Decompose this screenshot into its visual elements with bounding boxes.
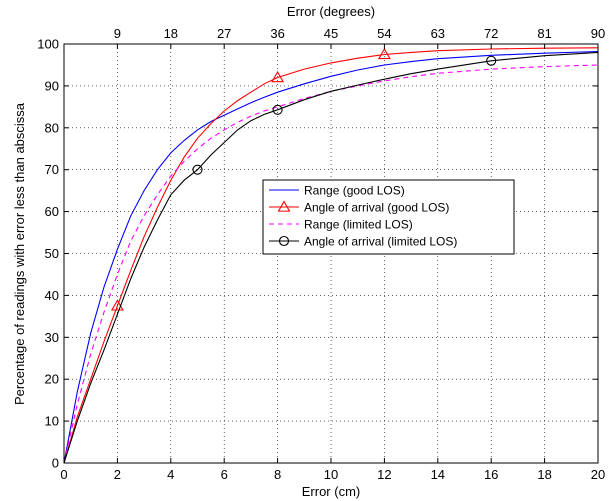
top-x-tick-label: 18 — [164, 26, 178, 41]
y-tick-label: 40 — [45, 288, 59, 303]
legend-marker-4 — [278, 235, 290, 247]
y-tick-label: 10 — [45, 414, 59, 429]
x-tick-label: 12 — [377, 467, 391, 482]
y-tick-label: 90 — [45, 78, 59, 93]
series-lines — [63, 47, 599, 464]
y-tick-label: 80 — [45, 120, 59, 135]
x-tick-label: 16 — [484, 467, 498, 482]
top-x-tick-label: 90 — [591, 26, 605, 41]
top-x-tick-label: 9 — [114, 26, 121, 41]
x-axis-title: Error (cm) — [302, 484, 361, 499]
legend-label-1: Range (good LOS) — [304, 184, 405, 198]
series-4-marker — [272, 104, 283, 115]
top-x-tick-label: 36 — [270, 26, 284, 41]
top-x-tick-label: 45 — [324, 26, 338, 41]
x-tick-label: 4 — [167, 467, 174, 482]
top-x-tick-label: 72 — [484, 26, 498, 41]
y-tick-label: 60 — [45, 204, 59, 219]
x-tick-label: 8 — [274, 467, 281, 482]
series-line-1 — [63, 50, 599, 464]
series-4-marker — [486, 55, 497, 66]
axes: 0 2 4 6 8 10 12 14 16 18 20 9 18 27 36 45 54 63 72 81 90 0 10 2… — [37, 26, 605, 482]
y-tick-label: 70 — [45, 162, 59, 177]
x-tick-label: 0 — [60, 467, 67, 482]
y-tick-label: 30 — [45, 330, 59, 345]
x-tick-label: 6 — [221, 467, 228, 482]
top-x-tick-label: 54 — [377, 26, 391, 41]
top-x-tick-label: 63 — [431, 26, 445, 41]
y-tick-label: 100 — [37, 37, 59, 52]
series-2-marker — [110, 299, 124, 311]
series-4-marker — [192, 164, 203, 175]
x-tick-label: 14 — [431, 467, 445, 482]
x-tick-label: 2 — [114, 467, 121, 482]
top-x-axis-title: Error (degrees) — [287, 4, 375, 19]
top-x-tick-label: 27 — [217, 26, 231, 41]
legend-label-3: Range (limited LOS) — [304, 218, 413, 232]
x-tick-label: 20 — [591, 467, 605, 482]
top-x-tick-label: 81 — [537, 26, 551, 41]
series-2-marker — [271, 70, 285, 83]
legend-label-4: Angle of arrival (limited LOS) — [304, 235, 457, 249]
y-axis-title: Percentage of readings with error less t… — [12, 102, 27, 405]
series-line-3 — [63, 64, 599, 464]
x-tick-label: 10 — [324, 467, 338, 482]
y-tick-label: 0 — [52, 456, 59, 471]
series-line-4 — [63, 51, 599, 464]
x-tick-label: 18 — [537, 467, 551, 482]
series-2-marker — [377, 47, 391, 60]
legend-marker-2 — [277, 200, 291, 212]
series-line-2 — [63, 47, 599, 464]
y-tick-label: 20 — [45, 372, 59, 387]
legend: Range (good LOS) Angle of arrival (good L… — [262, 179, 515, 255]
y-tick-label: 50 — [45, 246, 59, 261]
legend-label-2: Angle of arrival (good LOS) — [304, 201, 449, 215]
legend-box — [262, 179, 515, 255]
